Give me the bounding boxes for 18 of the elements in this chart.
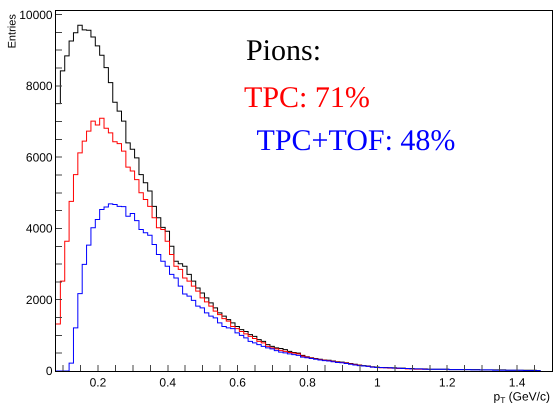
y-tick-label: 6000: [26, 150, 53, 164]
y-tick-label: 8000: [26, 79, 53, 94]
x-tick-label: 0.2: [90, 375, 107, 390]
annotation: Pions:: [246, 34, 322, 67]
annotation: TPC: 71%: [244, 81, 370, 114]
x-tick-label: 1: [374, 375, 382, 390]
x-tick-label: 1.2: [438, 375, 456, 390]
x-tick-label: 1.4: [508, 375, 526, 390]
y-tick-label: 0: [46, 364, 53, 378]
y-axis-title: Entries: [6, 14, 18, 48]
annotation: TPC+TOF: 48%: [249, 124, 456, 157]
x-tick-label: 0.6: [229, 375, 246, 390]
x-axis-title: p$_{T}$ (GeV/c): [494, 389, 550, 405]
y-tick-label: 4000: [26, 222, 53, 236]
x-tick-label: 0.8: [299, 375, 316, 390]
y-tick-label: 2000: [26, 292, 53, 307]
y-tick-label: 10000: [19, 8, 53, 22]
x-tick-label: 0.4: [159, 375, 176, 390]
